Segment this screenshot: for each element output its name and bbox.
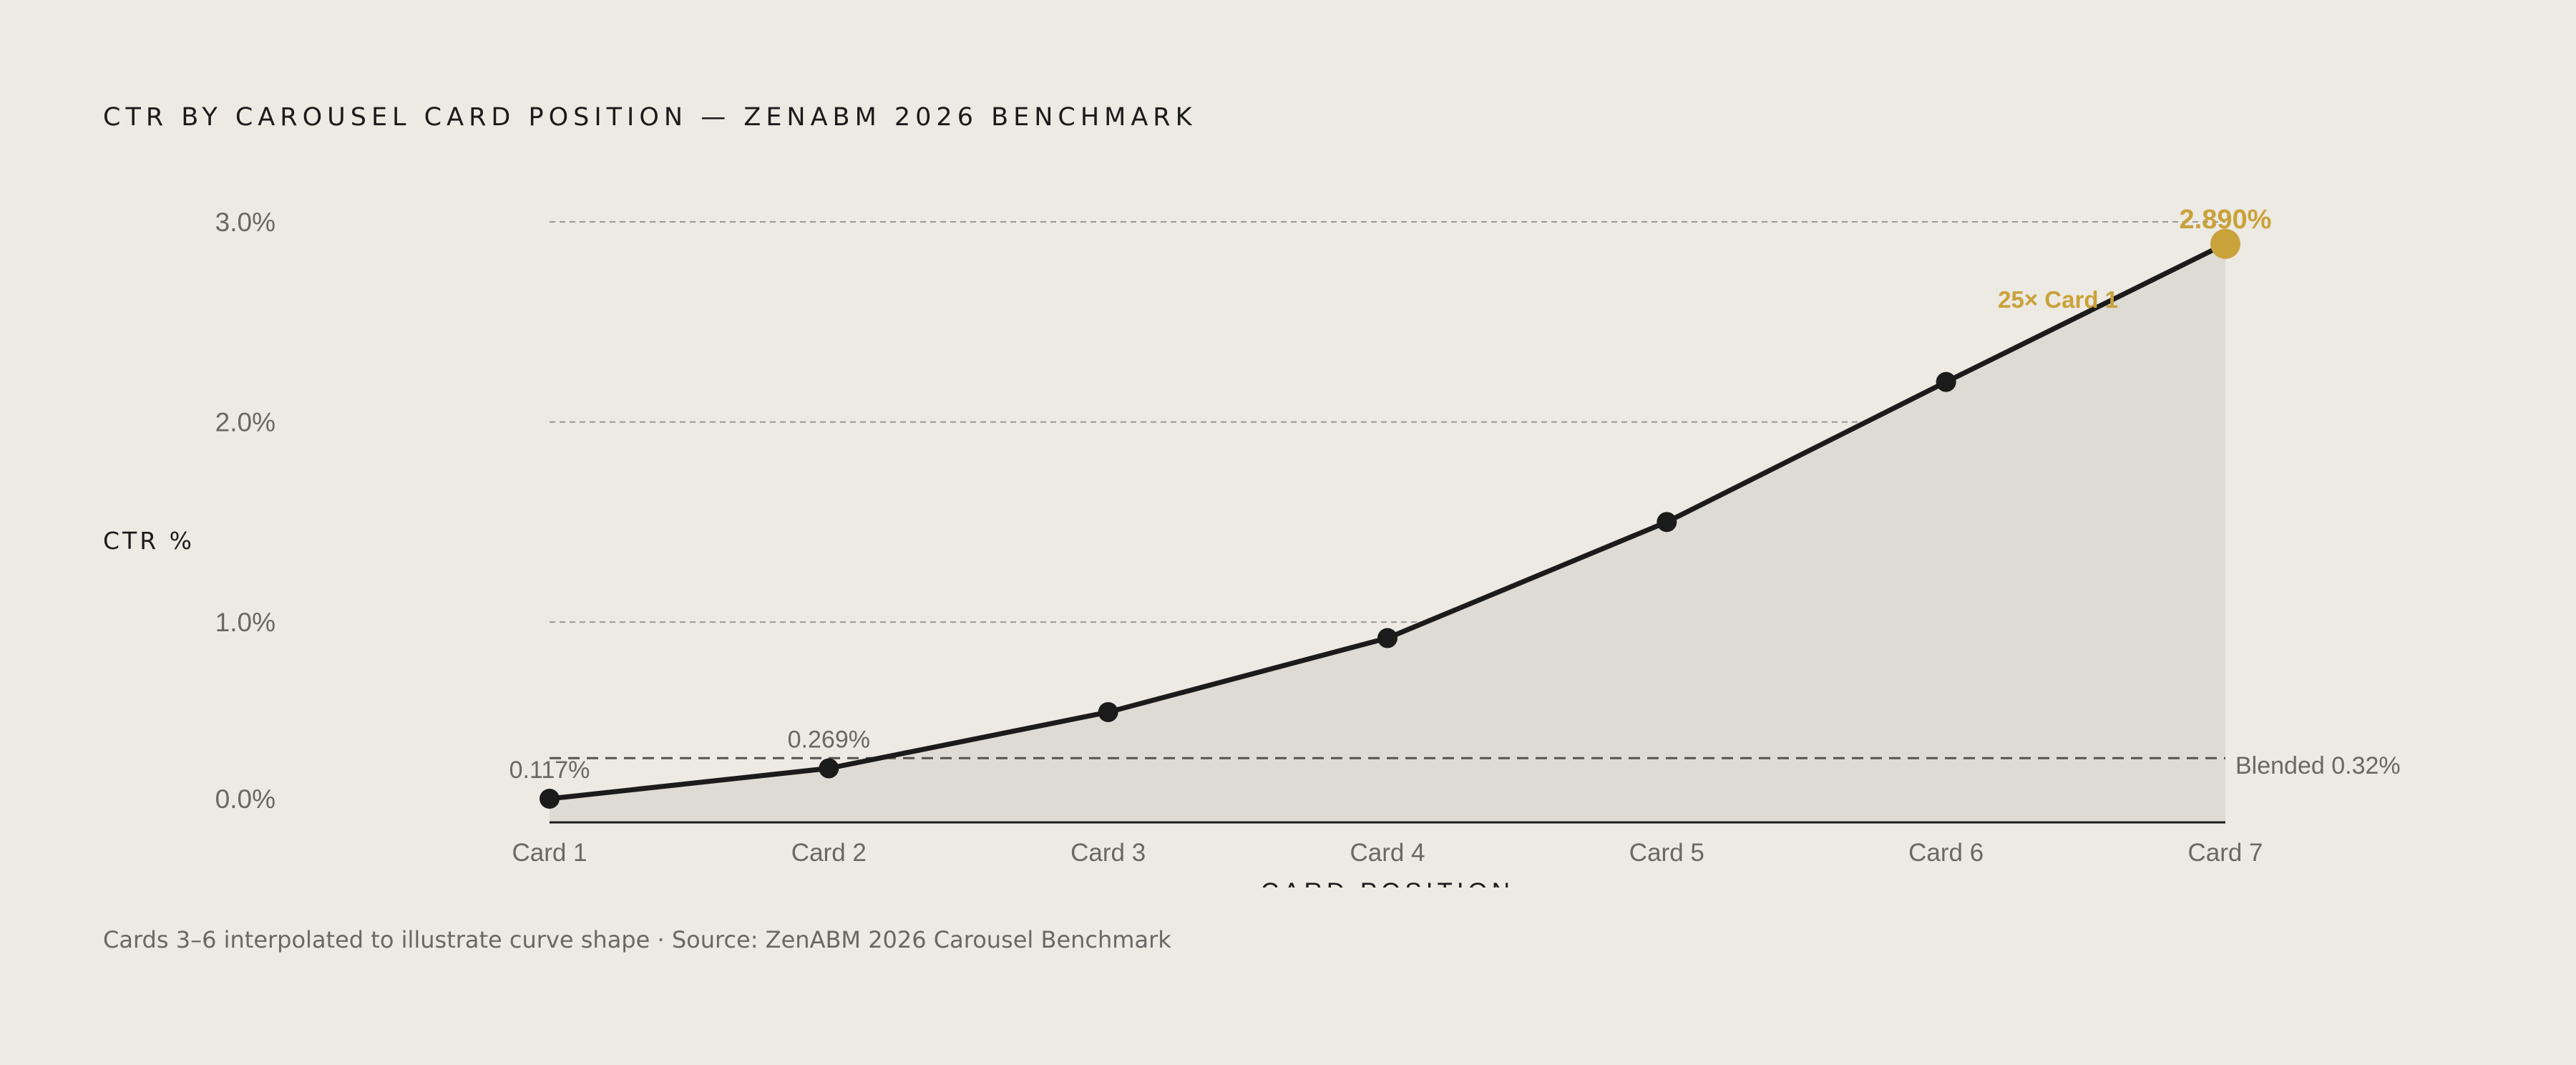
x-tick-label: Card 4	[1350, 839, 1425, 867]
data-point	[1657, 512, 1677, 532]
x-axis-ticks: Card 1 Card 2 Card 3 Card 4 Card 5 Card 6 Card…	[512, 839, 2263, 867]
data-point	[819, 758, 839, 779]
source-footnote: Cards 3–6 interpolated to illustrate cur…	[103, 926, 1171, 953]
x-tick-label: Card 3	[1070, 839, 1146, 867]
ctr-area	[550, 243, 2225, 822]
x-tick-label: Card 1	[512, 839, 587, 867]
y-axis-label: CTR %	[103, 527, 195, 555]
blended-reference-label: Blended 0.32%	[2235, 752, 2401, 779]
multiplier-annotation: 25× Card 1	[1998, 286, 2118, 313]
x-tick-label: Card 6	[1908, 839, 1984, 867]
chart-canvas: Blended 0.32% 0.0%1.0%2.0%3.0% Card 1 Car…	[215, 205, 2401, 888]
data-label: 2.890%	[2180, 205, 2272, 235]
data-point	[1098, 701, 1118, 722]
y-tick-label: 3.0%	[215, 208, 275, 237]
x-tick-label: Card 2	[791, 839, 867, 867]
data-label: 0.117%	[509, 757, 590, 784]
chart-title: CTR BY CAROUSEL CARD POSITION — ZENABM 2…	[103, 103, 1197, 132]
x-tick-label: Card 5	[1629, 839, 1704, 867]
data-point-highlight	[2210, 228, 2240, 259]
data-point	[1377, 628, 1397, 648]
y-tick-label: 1.0%	[215, 608, 275, 637]
y-axis-ticks: 0.0% 1.0% 2.0% 3.0%	[215, 208, 275, 814]
data-label: 0.269%	[788, 726, 870, 754]
data-point	[540, 789, 560, 809]
y-tick-label: 0.0%	[215, 784, 275, 814]
x-tick-label: Card 7	[2187, 839, 2263, 867]
x-axis-label: CARD POSITION	[1261, 878, 1514, 888]
data-point	[1936, 371, 1956, 392]
data-labels: 0.117% 0.269% 2.890%	[509, 205, 2272, 784]
y-tick-label: 2.0%	[215, 408, 275, 437]
data-points	[540, 228, 2240, 809]
